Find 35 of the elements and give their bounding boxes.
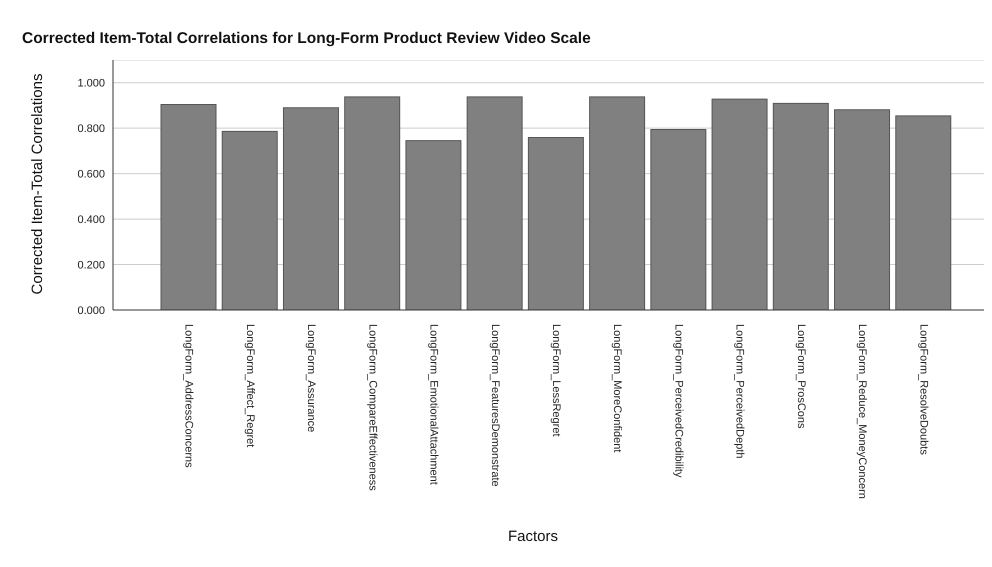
x-tick-label: LongForm_ResolveDoubts [917, 324, 930, 456]
bar [282, 107, 339, 310]
bar [405, 140, 462, 310]
y-tick-label: 0.400 [77, 214, 105, 226]
bar [222, 130, 278, 310]
y-axis-title: Corrected Item-Total Correlations [29, 74, 46, 294]
bar [834, 109, 890, 310]
x-tick-label: LongForm_LessRegret [550, 324, 562, 437]
bar [895, 115, 952, 310]
bar [528, 137, 584, 310]
bar [650, 129, 706, 310]
y-tick-label: 0.800 [77, 123, 105, 136]
y-tick-label: 0.600 [77, 168, 105, 181]
y-tick-label: 1.000 [77, 78, 105, 90]
x-tick-label: LongForm_CompareEffectiveness [366, 324, 378, 492]
y-tick-label: 0.000 [77, 304, 105, 317]
x-tick-label: LongForm_Assurance [305, 324, 318, 432]
bar [712, 98, 768, 310]
bar [344, 96, 400, 310]
bar [589, 96, 646, 310]
x-axis-title: Factors [508, 528, 558, 545]
x-tick-label: LongForm_EmotionalAttachment [428, 324, 440, 485]
x-tick-label: LongForm_Reduce_MoneyConcern [856, 324, 868, 499]
x-tick-label: LongForm_MoreConfident [611, 324, 624, 452]
y-tick-label: 0.200 [77, 259, 105, 272]
chart-title: Corrected Item-Total Correlations for Long-Form Product Review Video Scale [22, 30, 591, 48]
x-tick-label: LongForm_PerceivedCredibility [672, 324, 684, 478]
bar [466, 96, 523, 310]
x-tick-label: LongForm_PerceivedDepth [734, 324, 746, 459]
bar [160, 104, 216, 310]
x-tick-label: LongForm_ProsCons [794, 324, 807, 430]
x-tick-label: LongForm_Affect_Regret [244, 324, 256, 448]
x-tick-label: LongForm_AddressConcerns [182, 324, 195, 468]
x-tick-label: LongForm_FeaturesDemonstrate [488, 324, 501, 487]
bar [772, 102, 829, 310]
